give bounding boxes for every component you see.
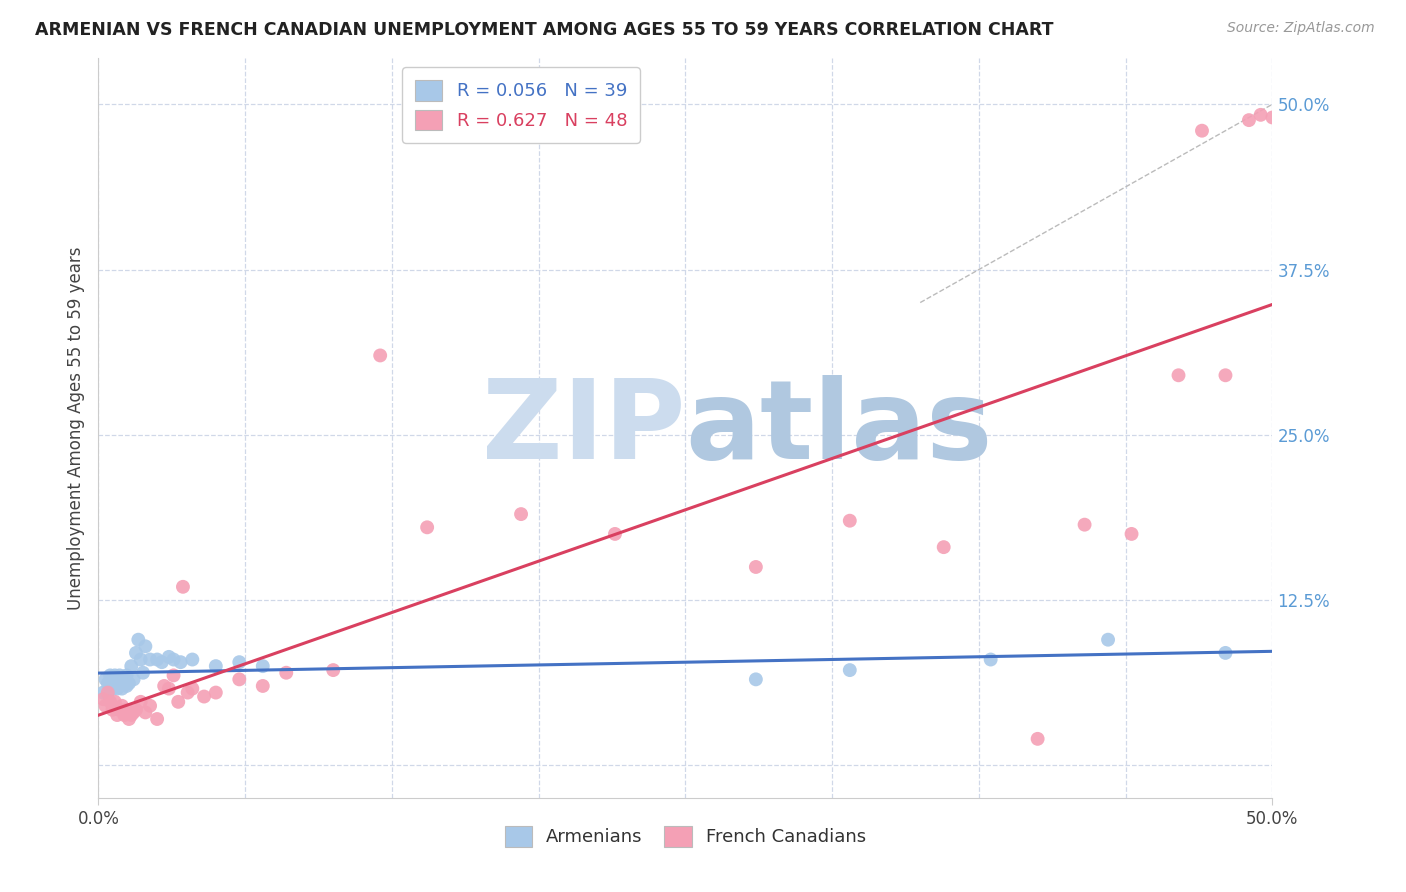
Point <box>120 659 142 673</box>
Point <box>172 580 194 594</box>
Point <box>105 681 128 696</box>
Point <box>181 681 204 696</box>
Point <box>205 685 228 699</box>
Point <box>98 668 121 682</box>
Point <box>108 668 131 682</box>
Point <box>252 679 274 693</box>
Point <box>112 708 135 723</box>
Point <box>98 695 121 709</box>
Point <box>416 520 439 534</box>
Point <box>115 679 138 693</box>
Point <box>146 712 169 726</box>
Point <box>228 673 250 687</box>
Point <box>98 679 121 693</box>
Point <box>97 676 120 690</box>
Point <box>603 527 626 541</box>
Point <box>1121 527 1143 541</box>
Point <box>97 685 120 699</box>
Point <box>167 695 190 709</box>
Point <box>169 655 191 669</box>
Point <box>105 708 128 723</box>
Point <box>252 659 274 673</box>
Point <box>101 703 124 717</box>
Point <box>91 692 114 706</box>
Point <box>176 685 198 699</box>
Point <box>94 698 117 713</box>
Point <box>745 673 768 687</box>
Point <box>1097 632 1119 647</box>
Point <box>122 673 145 687</box>
Point <box>153 679 176 693</box>
Point <box>112 673 135 687</box>
Point <box>108 703 131 717</box>
Point <box>193 690 215 704</box>
Point <box>368 348 391 362</box>
Point <box>120 708 142 723</box>
Point <box>157 649 180 664</box>
Point <box>91 685 114 699</box>
Point <box>129 695 152 709</box>
Point <box>157 681 180 696</box>
Point <box>510 507 533 521</box>
Text: atlas: atlas <box>686 375 993 482</box>
Point <box>127 632 149 647</box>
Legend: Armenians, French Canadians: Armenians, French Canadians <box>496 817 875 856</box>
Point <box>115 703 138 717</box>
Point <box>146 652 169 666</box>
Point <box>1073 517 1095 532</box>
Point <box>980 652 1002 666</box>
Text: ZIP: ZIP <box>482 375 686 482</box>
Point <box>276 665 298 680</box>
Point <box>101 681 124 696</box>
Point <box>115 668 138 682</box>
Point <box>838 514 860 528</box>
Point <box>1026 731 1049 746</box>
Point <box>129 652 152 666</box>
Point <box>1167 368 1189 383</box>
Point <box>228 655 250 669</box>
Point <box>1215 368 1237 383</box>
Point <box>118 712 141 726</box>
Point <box>118 676 141 690</box>
Point <box>104 679 127 693</box>
Point <box>932 540 955 554</box>
Text: Source: ZipAtlas.com: Source: ZipAtlas.com <box>1227 21 1375 35</box>
Point <box>94 673 117 687</box>
Y-axis label: Unemployment Among Ages 55 to 59 years: Unemployment Among Ages 55 to 59 years <box>66 246 84 610</box>
Point <box>1237 113 1260 128</box>
Point <box>122 706 145 720</box>
Point <box>134 640 156 654</box>
Point <box>104 695 127 709</box>
Text: ARMENIAN VS FRENCH CANADIAN UNEMPLOYMENT AMONG AGES 55 TO 59 YEARS CORRELATION C: ARMENIAN VS FRENCH CANADIAN UNEMPLOYMENT… <box>35 21 1053 38</box>
Point <box>181 652 204 666</box>
Point <box>108 679 131 693</box>
Point <box>1191 124 1213 138</box>
Point <box>111 681 134 696</box>
Point <box>1250 108 1272 122</box>
Point <box>745 560 768 574</box>
Point <box>139 652 162 666</box>
Point <box>132 665 155 680</box>
Point <box>111 698 134 713</box>
Point <box>139 698 162 713</box>
Point <box>205 659 228 673</box>
Point <box>125 703 148 717</box>
Point <box>162 668 184 682</box>
Point <box>162 652 184 666</box>
Point <box>125 646 148 660</box>
Point <box>134 706 156 720</box>
Point <box>838 663 860 677</box>
Point <box>104 668 127 682</box>
Point <box>1261 111 1284 125</box>
Point <box>1215 646 1237 660</box>
Point <box>322 663 344 677</box>
Point <box>150 655 173 669</box>
Point <box>101 673 124 687</box>
